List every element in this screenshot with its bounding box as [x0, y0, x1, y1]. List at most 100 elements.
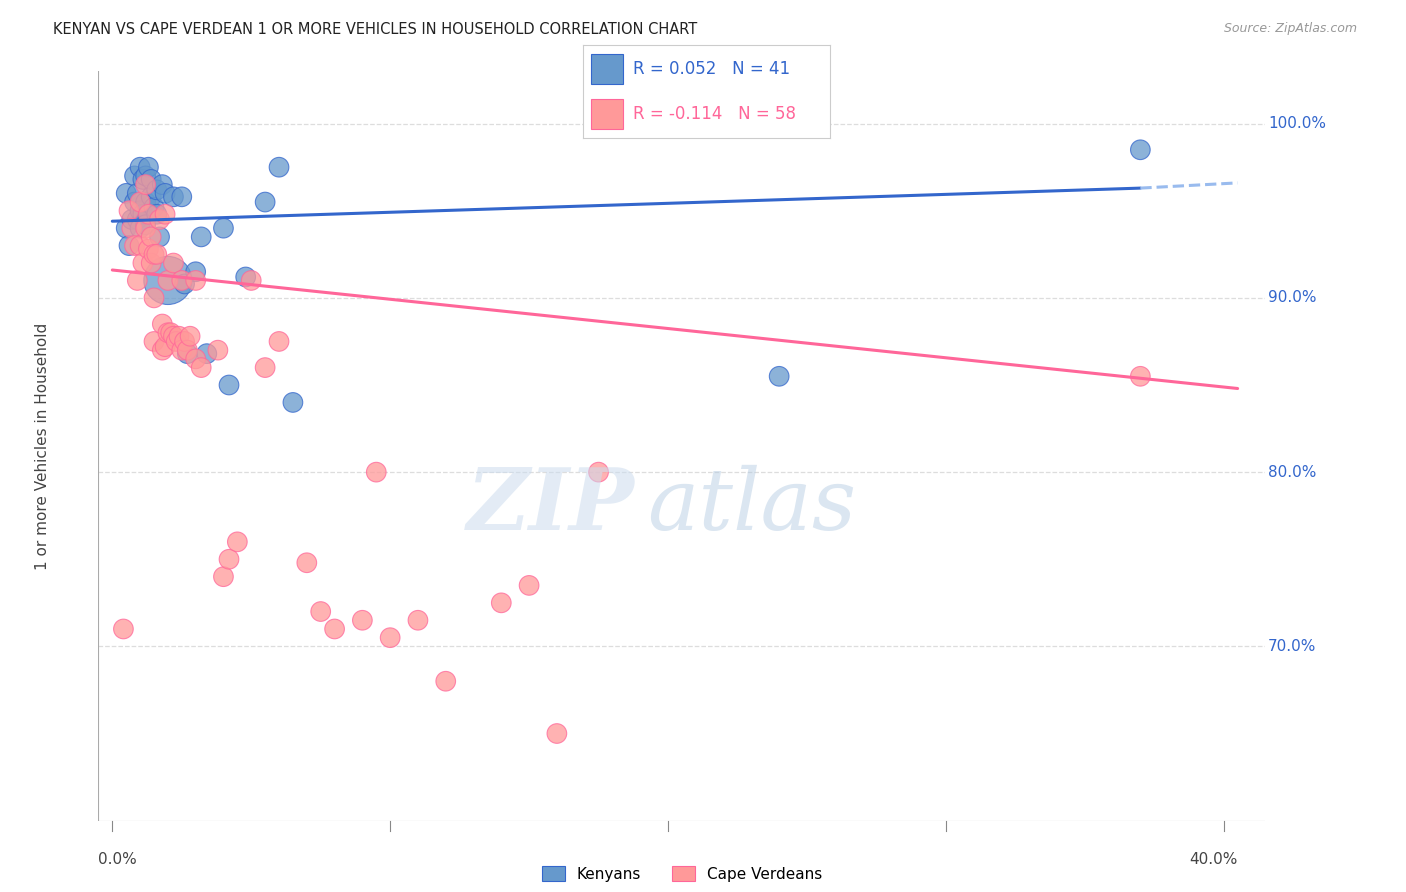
Point — [184, 265, 207, 279]
Point — [135, 178, 157, 192]
Point — [135, 195, 157, 210]
Point — [190, 230, 212, 244]
Point — [254, 360, 277, 375]
Point — [127, 186, 149, 201]
Point — [184, 273, 207, 287]
Text: ZIP: ZIP — [467, 464, 636, 548]
Point — [124, 195, 146, 210]
Point — [115, 186, 138, 201]
Point — [132, 172, 155, 186]
Point — [165, 334, 187, 349]
FancyBboxPatch shape — [591, 54, 623, 84]
Point — [240, 273, 263, 287]
Text: 90.0%: 90.0% — [1268, 291, 1316, 305]
Point — [546, 726, 568, 740]
Point — [127, 212, 149, 227]
Point — [190, 360, 212, 375]
Point — [143, 334, 166, 349]
Point — [138, 242, 160, 256]
Point — [138, 160, 160, 174]
Point — [176, 343, 198, 358]
Point — [127, 273, 149, 287]
Text: 100.0%: 100.0% — [1268, 116, 1326, 131]
Point — [148, 212, 170, 227]
Point — [135, 221, 157, 235]
Text: 40.0%: 40.0% — [1189, 852, 1237, 867]
Text: Source: ZipAtlas.com: Source: ZipAtlas.com — [1223, 22, 1357, 36]
Point — [156, 273, 179, 287]
Point — [226, 534, 249, 549]
Point — [143, 291, 166, 305]
Point — [1129, 369, 1152, 384]
Point — [153, 340, 176, 354]
Point — [267, 334, 290, 349]
Point — [179, 329, 201, 343]
Point — [141, 190, 163, 204]
Point — [184, 351, 207, 366]
Point — [254, 195, 277, 210]
Point — [132, 256, 155, 270]
Point — [141, 256, 163, 270]
Point — [162, 190, 184, 204]
Point — [173, 334, 195, 349]
Point — [138, 207, 160, 221]
Point — [235, 270, 257, 285]
Point — [143, 247, 166, 261]
Point — [135, 169, 157, 183]
Text: 80.0%: 80.0% — [1268, 465, 1316, 480]
Point — [118, 238, 141, 252]
Point — [121, 212, 143, 227]
Point — [176, 346, 198, 360]
Point — [112, 622, 135, 636]
Point — [146, 183, 169, 197]
Text: R = 0.052   N = 41: R = 0.052 N = 41 — [633, 60, 790, 78]
Point — [212, 570, 235, 584]
Point — [218, 378, 240, 392]
Point — [170, 343, 193, 358]
Point — [309, 605, 332, 619]
Point — [150, 343, 173, 358]
Point — [1129, 143, 1152, 157]
Point — [517, 578, 540, 592]
Point — [124, 238, 146, 252]
Point — [146, 207, 169, 221]
Point — [150, 317, 173, 331]
Point — [406, 613, 429, 627]
Point — [135, 218, 157, 232]
Point — [153, 186, 176, 201]
Text: KENYAN VS CAPE VERDEAN 1 OR MORE VEHICLES IN HOUSEHOLD CORRELATION CHART: KENYAN VS CAPE VERDEAN 1 OR MORE VEHICLE… — [53, 22, 697, 37]
Point — [121, 221, 143, 235]
Point — [768, 369, 790, 384]
Point — [118, 203, 141, 218]
FancyBboxPatch shape — [591, 99, 623, 129]
Text: 0.0%: 0.0% — [98, 852, 138, 867]
Point — [129, 195, 152, 210]
Point — [159, 326, 181, 340]
Point — [129, 160, 152, 174]
Point — [267, 160, 290, 174]
Point — [167, 329, 190, 343]
Point — [173, 277, 195, 291]
Point — [124, 169, 146, 183]
Point — [146, 247, 169, 261]
Point — [129, 203, 152, 218]
Point — [352, 613, 374, 627]
Point — [588, 465, 610, 479]
Point — [207, 343, 229, 358]
Point — [150, 178, 173, 192]
Point — [170, 190, 193, 204]
Point — [115, 221, 138, 235]
Point — [195, 346, 218, 360]
Point — [143, 200, 166, 214]
Point — [170, 273, 193, 287]
Point — [212, 221, 235, 235]
Point — [156, 326, 179, 340]
Point — [141, 172, 163, 186]
Point — [323, 622, 346, 636]
Point — [434, 674, 457, 689]
Text: 1 or more Vehicles in Household: 1 or more Vehicles in Household — [35, 322, 49, 570]
Point — [491, 596, 513, 610]
Point — [295, 556, 318, 570]
Point — [162, 256, 184, 270]
Point — [129, 221, 152, 235]
